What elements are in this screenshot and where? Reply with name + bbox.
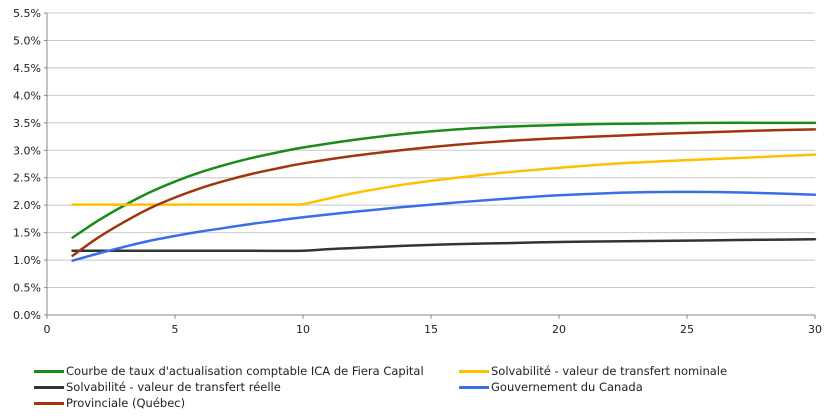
legend-label: Gouvernement du Canada: [491, 380, 643, 394]
legend-item-canada: Gouvernement du Canada: [459, 380, 643, 394]
x-tick-label: 0: [44, 323, 51, 336]
y-tick-label: 0.5%: [13, 282, 41, 295]
series-line-1: [71, 153, 817, 206]
x-tick-label: 30: [808, 323, 822, 336]
legend-item-reelle: Solvabilité - valeur de transfert réelle: [34, 380, 281, 394]
y-tick-label: 5.5%: [13, 7, 41, 20]
legend-label: Solvabilité - valeur de transfert nomina…: [491, 364, 728, 378]
x-tick-label: 15: [424, 323, 438, 336]
x-tick-label: 25: [680, 323, 694, 336]
series-lines: [71, 121, 817, 262]
y-tick-label: 2.0%: [13, 199, 41, 212]
y-tick-label: 2.5%: [13, 172, 41, 185]
legend-swatch: [34, 401, 64, 405]
y-tick-label: 4.5%: [13, 62, 41, 75]
y-tick-label: 1.5%: [13, 227, 41, 240]
y-tick-label: 3.5%: [13, 117, 41, 130]
y-tick-label: 5.0%: [13, 34, 41, 47]
legend-item-nominal: Solvabilité - valeur de transfert nomina…: [459, 364, 727, 378]
x-tick-label: 10: [296, 323, 310, 336]
legend-label: Provinciale (Québec): [66, 396, 186, 410]
x-tick-label: 20: [552, 323, 566, 336]
series-line-0: [71, 121, 817, 239]
x-tick-label: 5: [172, 323, 179, 336]
series-line-4: [71, 128, 817, 257]
legend-swatch: [459, 369, 489, 373]
legend-label: Courbe de taux d'actualisation comptable…: [66, 364, 424, 378]
legend-swatch: [34, 369, 64, 373]
legend-item-quebec: Provinciale (Québec): [34, 396, 185, 410]
line-chart: 0.0% 0.5% 1.0% 1.5% 2.0% 2.5% 3.0% 3.5% 4.0% 4.5%…: [13, 7, 822, 336]
legend-swatch: [34, 385, 64, 389]
y-tick-label: 3.0%: [13, 144, 41, 157]
series-line-2: [71, 237, 817, 253]
legend-label: Solvabilité - valeur de transfert réelle: [66, 380, 281, 394]
y-tick-label: 1.0%: [13, 254, 41, 267]
legend-swatch: [459, 385, 489, 389]
y-tick-label: 4.0%: [13, 89, 41, 102]
axes: 0.0% 0.5% 1.0% 1.5% 2.0% 2.5% 3.0% 3.5% 4.0% 4.5%…: [13, 7, 822, 336]
series-line-3: [71, 190, 817, 262]
gridlines: [47, 12, 815, 289]
y-tick-label: 0.0%: [13, 309, 41, 322]
legend-item-icav: Courbe de taux d'actualisation comptable…: [34, 364, 424, 378]
